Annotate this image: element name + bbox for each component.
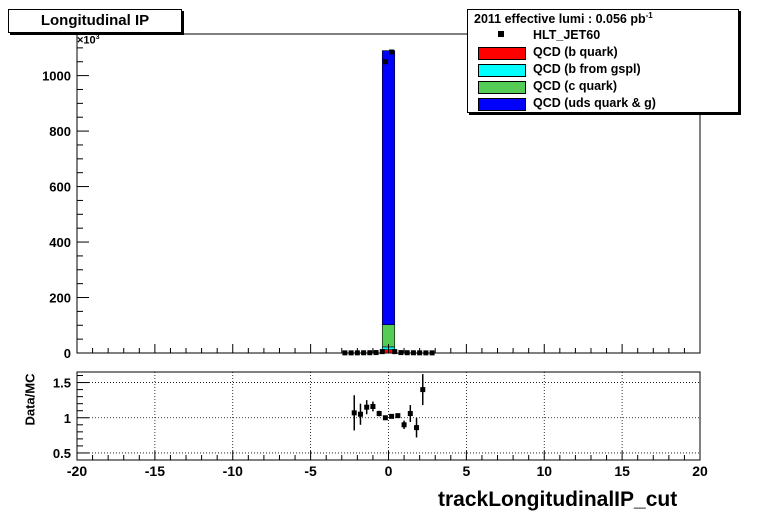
legend-swatch	[478, 98, 526, 111]
data-point	[342, 350, 348, 356]
ratio-y-tick-label: 1.5	[53, 376, 71, 391]
y-axis-exponent: ×103	[77, 34, 100, 47]
ratio-point	[357, 411, 363, 417]
ratio-point	[364, 404, 370, 410]
legend-header-text: 2011 effective lumi : 0.056 pb	[474, 12, 646, 27]
data-point	[410, 350, 416, 356]
x-tick-label: 10	[536, 463, 552, 479]
legend-label: HLT_JET60	[533, 28, 601, 42]
ratio-point	[382, 415, 388, 421]
legend-label: QCD (b from gspl)	[533, 62, 641, 76]
data-point	[423, 350, 429, 356]
x-tick-label: 15	[614, 463, 630, 479]
x-tick-label: 5	[462, 463, 470, 479]
legend-header-sup: -1	[645, 11, 653, 20]
x-axis-title: trackLongitudinalIP_cut	[438, 488, 678, 511]
data-point	[392, 349, 398, 355]
y-tick-label: 800	[49, 124, 71, 139]
data-point	[404, 350, 410, 356]
ratio-point	[376, 411, 382, 417]
ratio-plot-frame	[76, 371, 701, 461]
y-exponent-power: 3	[95, 34, 100, 41]
data-point	[367, 350, 373, 356]
histogram-bar	[381, 324, 396, 348]
y-tick-label: 1000	[42, 69, 71, 84]
data-point	[398, 350, 404, 356]
data-point	[361, 350, 367, 356]
ratio-point	[407, 411, 413, 417]
legend-swatch	[478, 64, 526, 77]
ratio-y-tick-label: 1	[64, 411, 71, 426]
x-tick-label: -5	[304, 463, 317, 479]
legend: 2011 effective lumi : 0.056 pb-1 HLT_JET…	[467, 9, 739, 113]
x-tick-label: -15	[145, 463, 165, 479]
ratio-point	[395, 413, 401, 419]
y-exponent-base: ×10	[77, 34, 96, 47]
x-tick-label: 20	[692, 463, 708, 479]
histogram-bar	[381, 50, 396, 326]
ratio-y-tick-label: 0.5	[53, 446, 71, 461]
legend-swatch	[478, 81, 526, 94]
data-point	[348, 350, 354, 356]
legend-label: QCD (c quark)	[533, 79, 618, 93]
ratio-point	[370, 403, 376, 409]
legend-swatch	[478, 47, 526, 60]
legend-header: 2011 effective lumi : 0.056 pb-1	[474, 11, 653, 26]
ratio-point	[351, 410, 357, 416]
ratio-point	[401, 422, 407, 428]
data-point	[373, 350, 379, 356]
data-point	[382, 59, 388, 65]
ratio-y-axis-title: Data/MC	[22, 373, 38, 426]
legend-marker	[498, 31, 504, 37]
plot-title: Longitudinal IP	[8, 9, 182, 33]
data-point	[379, 349, 385, 355]
y-tick-label: 400	[49, 235, 71, 250]
ratio-point	[420, 387, 426, 393]
y-tick-label: 200	[49, 291, 71, 306]
x-tick-label: 0	[385, 463, 393, 479]
legend-label: QCD (uds quark & g)	[533, 96, 656, 110]
data-point	[389, 49, 395, 55]
x-tick-label: -20	[67, 463, 87, 479]
y-tick-label: 600	[49, 180, 71, 195]
data-point	[429, 350, 435, 356]
x-tick-label: -10	[223, 463, 243, 479]
y-tick-label: 0	[64, 346, 71, 361]
legend-label: QCD (b quark)	[533, 45, 618, 59]
ratio-point	[414, 425, 420, 431]
ratio-point	[389, 413, 395, 419]
